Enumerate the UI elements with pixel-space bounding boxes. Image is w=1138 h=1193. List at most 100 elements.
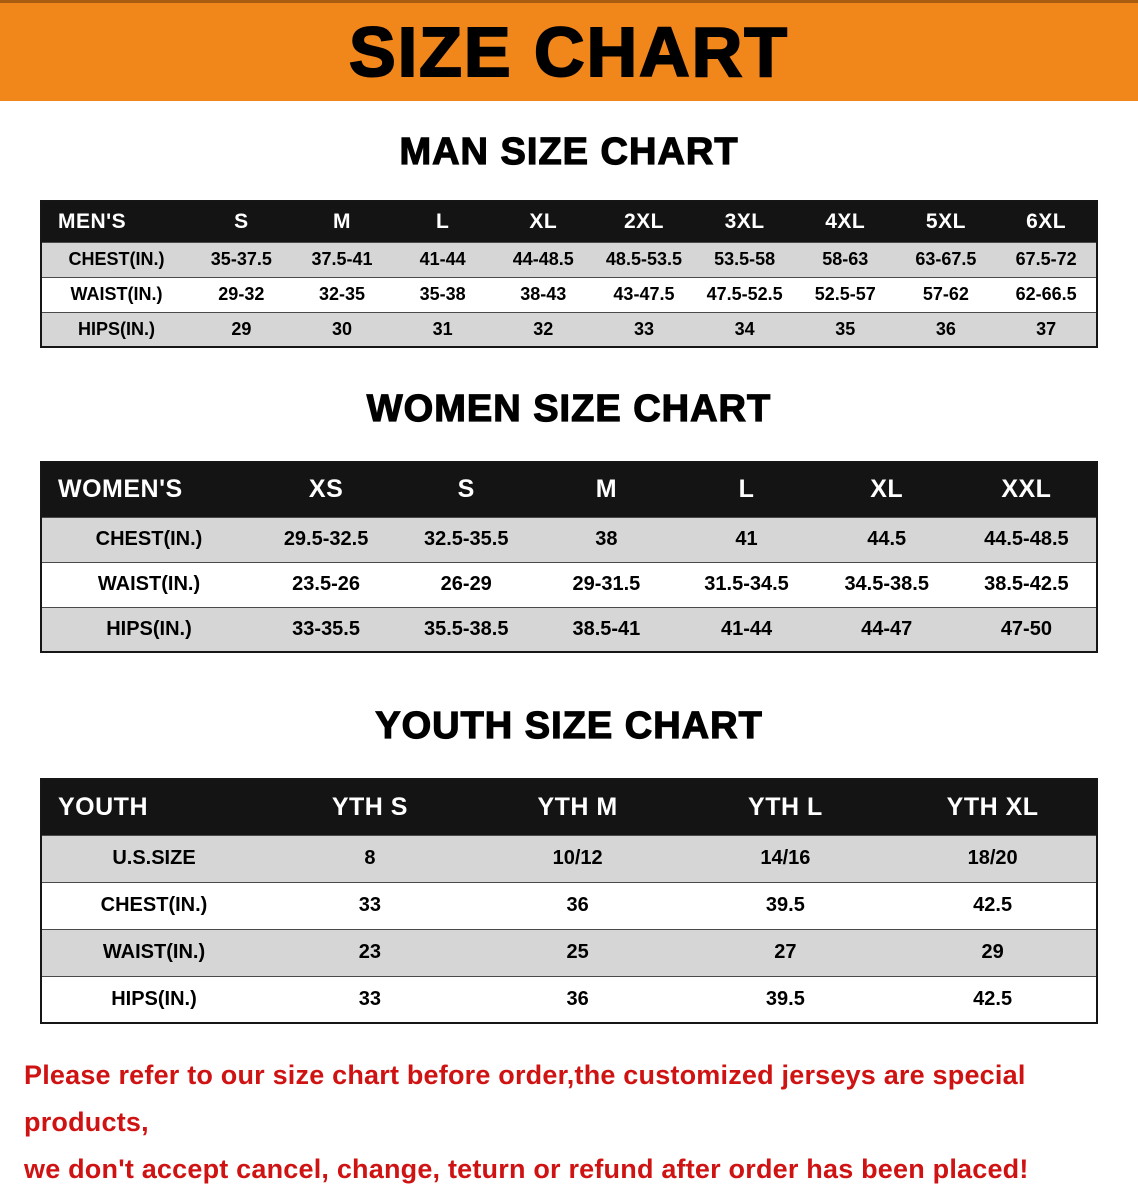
size-value-cell: 8: [266, 834, 474, 882]
size-value-cell: 52.5-57: [794, 276, 896, 312]
size-value-cell: 37: [996, 311, 1097, 347]
size-value-cell: 18/20: [889, 834, 1097, 882]
size-value-cell: 25: [473, 928, 682, 976]
page-title: SIZE CHART: [348, 13, 789, 91]
size-header-cell: M: [536, 462, 677, 517]
men-size-table: MEN'S S M L XL 2XL 3XL 4XL 5XL 6XL CHEST(IN.) 35-37…: [40, 200, 1098, 348]
size-value-cell: 67.5-72: [996, 241, 1097, 277]
size-value-cell: 35-37.5: [191, 241, 292, 277]
size-value-cell: 32-35: [291, 276, 393, 312]
size-value-cell: 43-47.5: [593, 276, 695, 312]
size-value-cell: 63-67.5: [895, 241, 997, 277]
table-header-row: YOUTH YTH S YTH M YTH L YTH XL: [41, 779, 1097, 835]
youth-size-section: YOUTH SIZE CHART YOUTH YTH S YTH M YTH L YTH…: [0, 704, 1138, 1024]
size-value-cell: 32.5-35.5: [396, 516, 537, 562]
size-value-cell: 33: [266, 881, 474, 929]
size-header-cell: XL: [492, 201, 594, 242]
size-header-cell: XL: [816, 462, 957, 517]
size-header-cell: 3XL: [694, 201, 795, 242]
size-header-cell: L: [392, 201, 493, 242]
size-value-cell: 42.5: [889, 881, 1097, 929]
size-value-cell: 29: [191, 311, 292, 347]
size-header-cell: L: [676, 462, 817, 517]
row-label-cell: HIPS(IN.): [41, 975, 266, 1023]
section-heading-men: MAN SIZE CHART: [399, 130, 739, 173]
size-value-cell: 41-44: [392, 241, 493, 277]
banner: SIZE CHART: [0, 0, 1138, 101]
size-value-cell: 53.5-58: [694, 241, 795, 277]
size-header-cell: S: [396, 462, 537, 517]
size-value-cell: 62-66.5: [996, 276, 1097, 312]
size-value-cell: 35-38: [392, 276, 493, 312]
row-label-cell: CHEST(IN.): [41, 516, 256, 562]
footer-note: Please refer to our size chart before or…: [24, 1052, 1114, 1193]
size-header-cell: M: [291, 201, 393, 242]
size-value-cell: 38: [536, 516, 677, 562]
size-value-cell: 33-35.5: [256, 606, 397, 652]
size-value-cell: 58-63: [794, 241, 896, 277]
size-value-cell: 33: [593, 311, 695, 347]
note-line-1: Please refer to our size chart before or…: [24, 1060, 1026, 1137]
size-value-cell: 38.5-41: [536, 606, 677, 652]
men-size-section: MAN SIZE CHART MEN'S S M L XL 2XL 3XL 4XL 5XL 6XL…: [0, 130, 1138, 348]
women-size-section: WOMEN SIZE CHART WOMEN'S XS S M L XL XXL CHEST(…: [0, 387, 1138, 653]
row-label-cell: WAIST(IN.): [41, 276, 191, 312]
table-row: CHEST(IN.) 35-37.5 37.5-41 41-44 44-48.5 48.5…: [41, 241, 1097, 277]
table-row: WAIST(IN.) 29-32 32-35 35-38 38-43 43-47.5 47.…: [41, 276, 1097, 312]
table-row: CHEST(IN.) 29.5-32.5 32.5-35.5 38 41 44.5 44.5…: [41, 516, 1097, 562]
size-value-cell: 29.5-32.5: [256, 516, 397, 562]
size-value-cell: 41-44: [676, 606, 817, 652]
size-value-cell: 35: [794, 311, 896, 347]
size-value-cell: 29: [889, 928, 1097, 976]
row-label-cell: U.S.SIZE: [41, 834, 266, 882]
table-row: HIPS(IN.) 29 30 31 32 33 34 35 36 37: [41, 311, 1097, 347]
row-label-cell: CHEST(IN.): [41, 241, 191, 277]
section-heading-youth: YOUTH SIZE CHART: [375, 704, 763, 747]
table-title-cell: YOUTH: [41, 779, 266, 835]
size-header-cell: YTH XL: [889, 779, 1097, 835]
size-header-cell: S: [191, 201, 292, 242]
size-value-cell: 35.5-38.5: [396, 606, 537, 652]
size-header-cell: XS: [256, 462, 397, 517]
size-value-cell: 47.5-52.5: [694, 276, 795, 312]
size-value-cell: 41: [676, 516, 817, 562]
size-header-cell: 5XL: [895, 201, 997, 242]
size-value-cell: 47-50: [956, 606, 1097, 652]
table-row: WAIST(IN.) 23.5-26 26-29 29-31.5 31.5-34.5 34…: [41, 561, 1097, 607]
size-value-cell: 34.5-38.5: [816, 561, 957, 607]
size-value-cell: 14/16: [681, 834, 890, 882]
size-value-cell: 44-48.5: [492, 241, 594, 277]
size-value-cell: 26-29: [396, 561, 537, 607]
table-header-row: WOMEN'S XS S M L XL XXL: [41, 462, 1097, 517]
size-value-cell: 42.5: [889, 975, 1097, 1023]
table-row: HIPS(IN.) 33-35.5 35.5-38.5 38.5-41 41-44 44-…: [41, 606, 1097, 652]
size-value-cell: 44.5-48.5: [956, 516, 1097, 562]
note-line-2: we don't accept cancel, change, teturn o…: [24, 1154, 1029, 1184]
size-value-cell: 10/12: [473, 834, 682, 882]
size-value-cell: 44.5: [816, 516, 957, 562]
size-header-cell: 2XL: [593, 201, 695, 242]
size-value-cell: 31: [392, 311, 493, 347]
size-value-cell: 23.5-26: [256, 561, 397, 607]
row-label-cell: CHEST(IN.): [41, 881, 266, 929]
size-value-cell: 48.5-53.5: [593, 241, 695, 277]
size-value-cell: 36: [473, 881, 682, 929]
size-value-cell: 32: [492, 311, 594, 347]
size-value-cell: 33: [266, 975, 474, 1023]
row-label-cell: WAIST(IN.): [41, 561, 256, 607]
table-row: HIPS(IN.) 33 36 39.5 42.5: [41, 975, 1097, 1023]
size-header-cell: YTH M: [473, 779, 682, 835]
size-value-cell: 30: [291, 311, 393, 347]
size-header-cell: YTH S: [266, 779, 474, 835]
size-value-cell: 29-32: [191, 276, 292, 312]
size-table: MEN'S S M L XL 2XL 3XL 4XL 5XL 6XL CHEST(IN.) 35-37…: [40, 200, 1098, 348]
size-value-cell: 27: [681, 928, 890, 976]
size-value-cell: 57-62: [895, 276, 997, 312]
size-value-cell: 23: [266, 928, 474, 976]
table-title-cell: MEN'S: [41, 201, 191, 242]
size-header-cell: 4XL: [794, 201, 896, 242]
size-value-cell: 36: [895, 311, 997, 347]
size-value-cell: 36: [473, 975, 682, 1023]
row-label-cell: HIPS(IN.): [41, 606, 256, 652]
